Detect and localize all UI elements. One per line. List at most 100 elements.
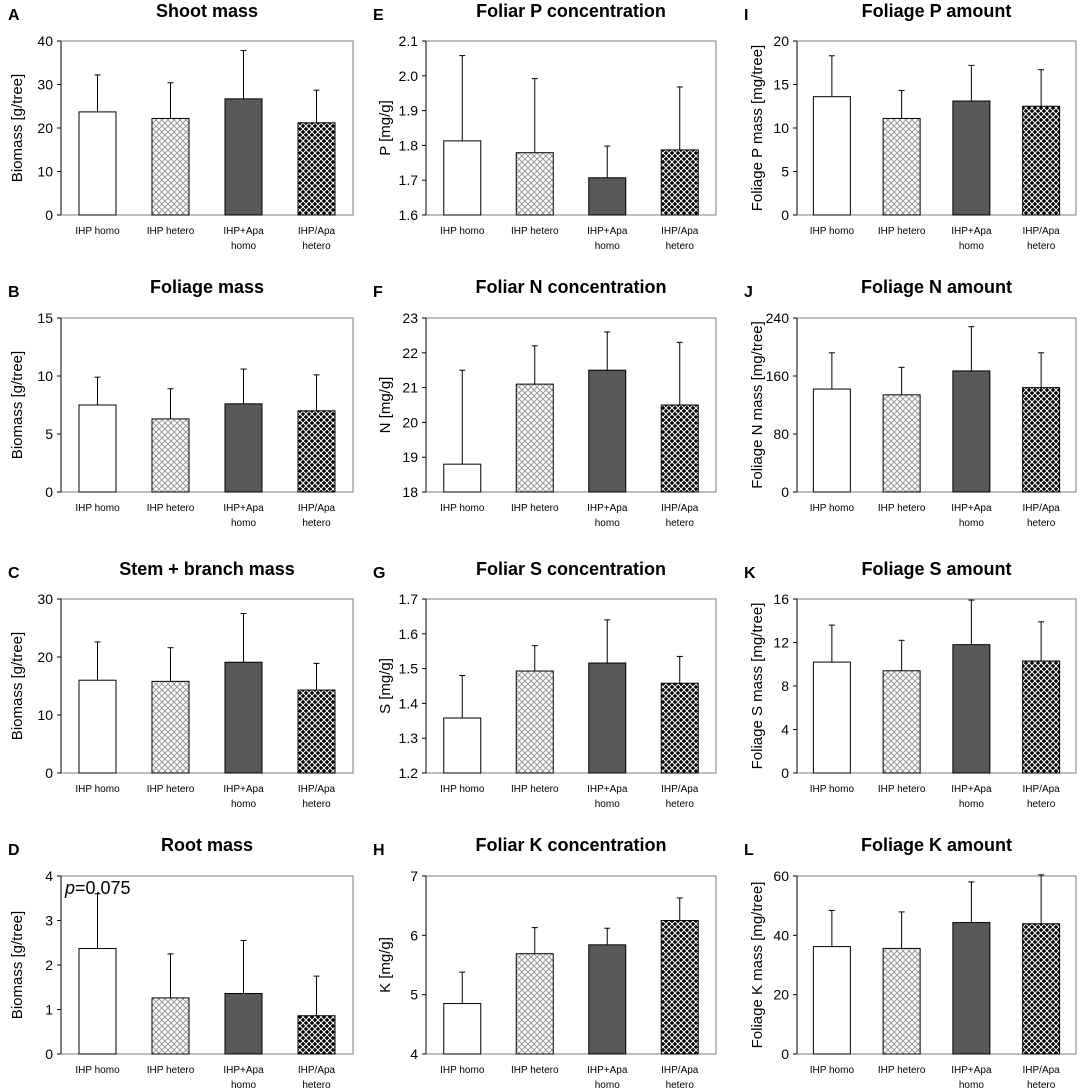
y-tick-label: 22 <box>402 345 418 361</box>
bar <box>297 410 336 493</box>
x-tick-label: IHP+Apa homo <box>223 784 264 810</box>
y-axis-label: S [mg/g] <box>377 658 394 714</box>
y-tick-label: 18 <box>402 484 418 500</box>
y-tick-label: 1.3 <box>399 730 419 746</box>
x-tick-label: IHP+Apa homo <box>223 1065 264 1091</box>
bar <box>224 98 263 216</box>
bar <box>224 403 263 493</box>
bar <box>882 394 921 493</box>
bar <box>515 383 554 493</box>
y-tick-label: 3 <box>45 913 53 929</box>
y-tick-label: 19 <box>402 449 418 465</box>
x-tick-label: IHP+Apa homo <box>951 784 992 810</box>
panel-letter: D <box>8 842 20 859</box>
x-tick-label: IHP+Apa homo <box>951 503 992 529</box>
x-tick-label: IHP homo <box>75 784 120 795</box>
bar <box>443 463 482 493</box>
bar <box>297 122 336 216</box>
x-tick-label: IHP+Apa homo <box>223 503 264 529</box>
bar <box>78 948 117 1055</box>
bar <box>812 946 851 1055</box>
y-axis-label: Foliage K mass [mg/tree] <box>749 882 766 1049</box>
x-tick-label: IHP hetero <box>147 784 195 795</box>
x-tick-label: IHP homo <box>440 226 485 237</box>
bar <box>952 100 991 216</box>
panel-i: I Foliage P amount 0 5 10 15 20 Foliage P mass … <box>744 1 1077 252</box>
bar <box>812 388 851 493</box>
x-tick-label: IHP homo <box>810 784 855 795</box>
chart-title: Foliage P amount <box>862 1 1012 21</box>
panel-letter: C <box>8 565 20 582</box>
bar <box>660 404 699 493</box>
bar <box>588 944 627 1055</box>
y-tick-label: 40 <box>773 927 789 943</box>
x-tick-label: IHP+Apa homo <box>587 784 628 810</box>
chart-title: Root mass <box>161 835 253 855</box>
bar <box>882 947 921 1055</box>
bar <box>1022 387 1061 493</box>
y-tick-label: 1.6 <box>399 626 419 642</box>
y-tick-label: 10 <box>37 164 53 180</box>
y-tick-label: 1.4 <box>399 695 419 711</box>
bar <box>588 662 627 774</box>
y-tick-label: 2.1 <box>399 33 419 49</box>
panel-letter: A <box>8 7 20 24</box>
y-tick-label: 20 <box>402 414 418 430</box>
y-axis-label: Foliage P mass [mg/tree] <box>749 45 766 211</box>
bar <box>443 1003 482 1055</box>
y-axis-label: Foliage N mass [mg/tree] <box>749 321 766 489</box>
chart-title: Shoot mass <box>156 1 258 21</box>
y-tick-label: 1.7 <box>399 591 419 607</box>
x-tick-label: IHP/Apa hetero <box>298 784 336 810</box>
x-tick-label: IHP/Apa hetero <box>1023 784 1061 810</box>
panel-letter: H <box>373 842 385 859</box>
x-tick-label: IHP hetero <box>147 226 195 237</box>
bar <box>952 370 991 493</box>
y-tick-label: 8 <box>781 678 789 694</box>
x-tick-label: IHP/Apa hetero <box>1023 503 1061 529</box>
bar <box>952 922 991 1055</box>
y-axis-label: P [mg/g] <box>377 100 394 156</box>
bar <box>812 661 851 774</box>
x-tick-label: IHP/Apa hetero <box>298 503 336 529</box>
x-tick-label: IHP homo <box>440 784 485 795</box>
bar <box>443 140 482 216</box>
y-axis-label: N [mg/g] <box>377 377 394 434</box>
bar <box>78 111 117 216</box>
bar <box>1022 105 1061 216</box>
y-axis-label: Biomass [g/tree] <box>9 351 26 459</box>
chart-title: Foliage mass <box>150 277 264 297</box>
y-tick-label: 12 <box>773 635 789 651</box>
y-tick-label: 10 <box>37 368 53 384</box>
chart-title: Foliar P concentration <box>476 1 666 21</box>
bar <box>151 680 190 774</box>
bar <box>151 117 190 216</box>
x-tick-label: IHP+Apa homo <box>951 226 992 252</box>
chart-title: Foliage K amount <box>861 835 1012 855</box>
chart-title: Stem + branch mass <box>119 559 295 579</box>
x-tick-label: IHP homo <box>440 1065 485 1076</box>
y-tick-label: 5 <box>45 426 53 442</box>
y-tick-label: 10 <box>37 707 53 723</box>
y-tick-label: 0 <box>45 484 53 500</box>
x-tick-label: IHP homo <box>75 503 120 514</box>
y-tick-label: 30 <box>37 591 53 607</box>
bar <box>443 717 482 774</box>
y-tick-label: 20 <box>37 120 53 136</box>
y-tick-label: 20 <box>773 33 789 49</box>
chart-title: Foliar S concentration <box>476 559 666 579</box>
x-tick-label: IHP/Apa hetero <box>661 1065 699 1091</box>
y-tick-label: 1.9 <box>399 103 419 119</box>
x-tick-label: IHP/Apa hetero <box>298 226 336 252</box>
y-tick-label: 80 <box>773 426 789 442</box>
x-tick-label: IHP+Apa homo <box>587 503 628 529</box>
panel-letter: F <box>373 284 383 301</box>
panel-b: B Foliage mass 0 5 10 15 Biomass [g/tree] IHP h… <box>8 277 354 529</box>
y-tick-label: 0 <box>45 1046 53 1062</box>
y-tick-label: 7 <box>410 868 418 884</box>
y-axis-label: Biomass [g/tree] <box>9 632 26 740</box>
x-tick-label: IHP hetero <box>878 503 926 514</box>
y-tick-label: 2.0 <box>399 68 419 84</box>
bar <box>515 670 554 774</box>
bar <box>515 152 554 216</box>
